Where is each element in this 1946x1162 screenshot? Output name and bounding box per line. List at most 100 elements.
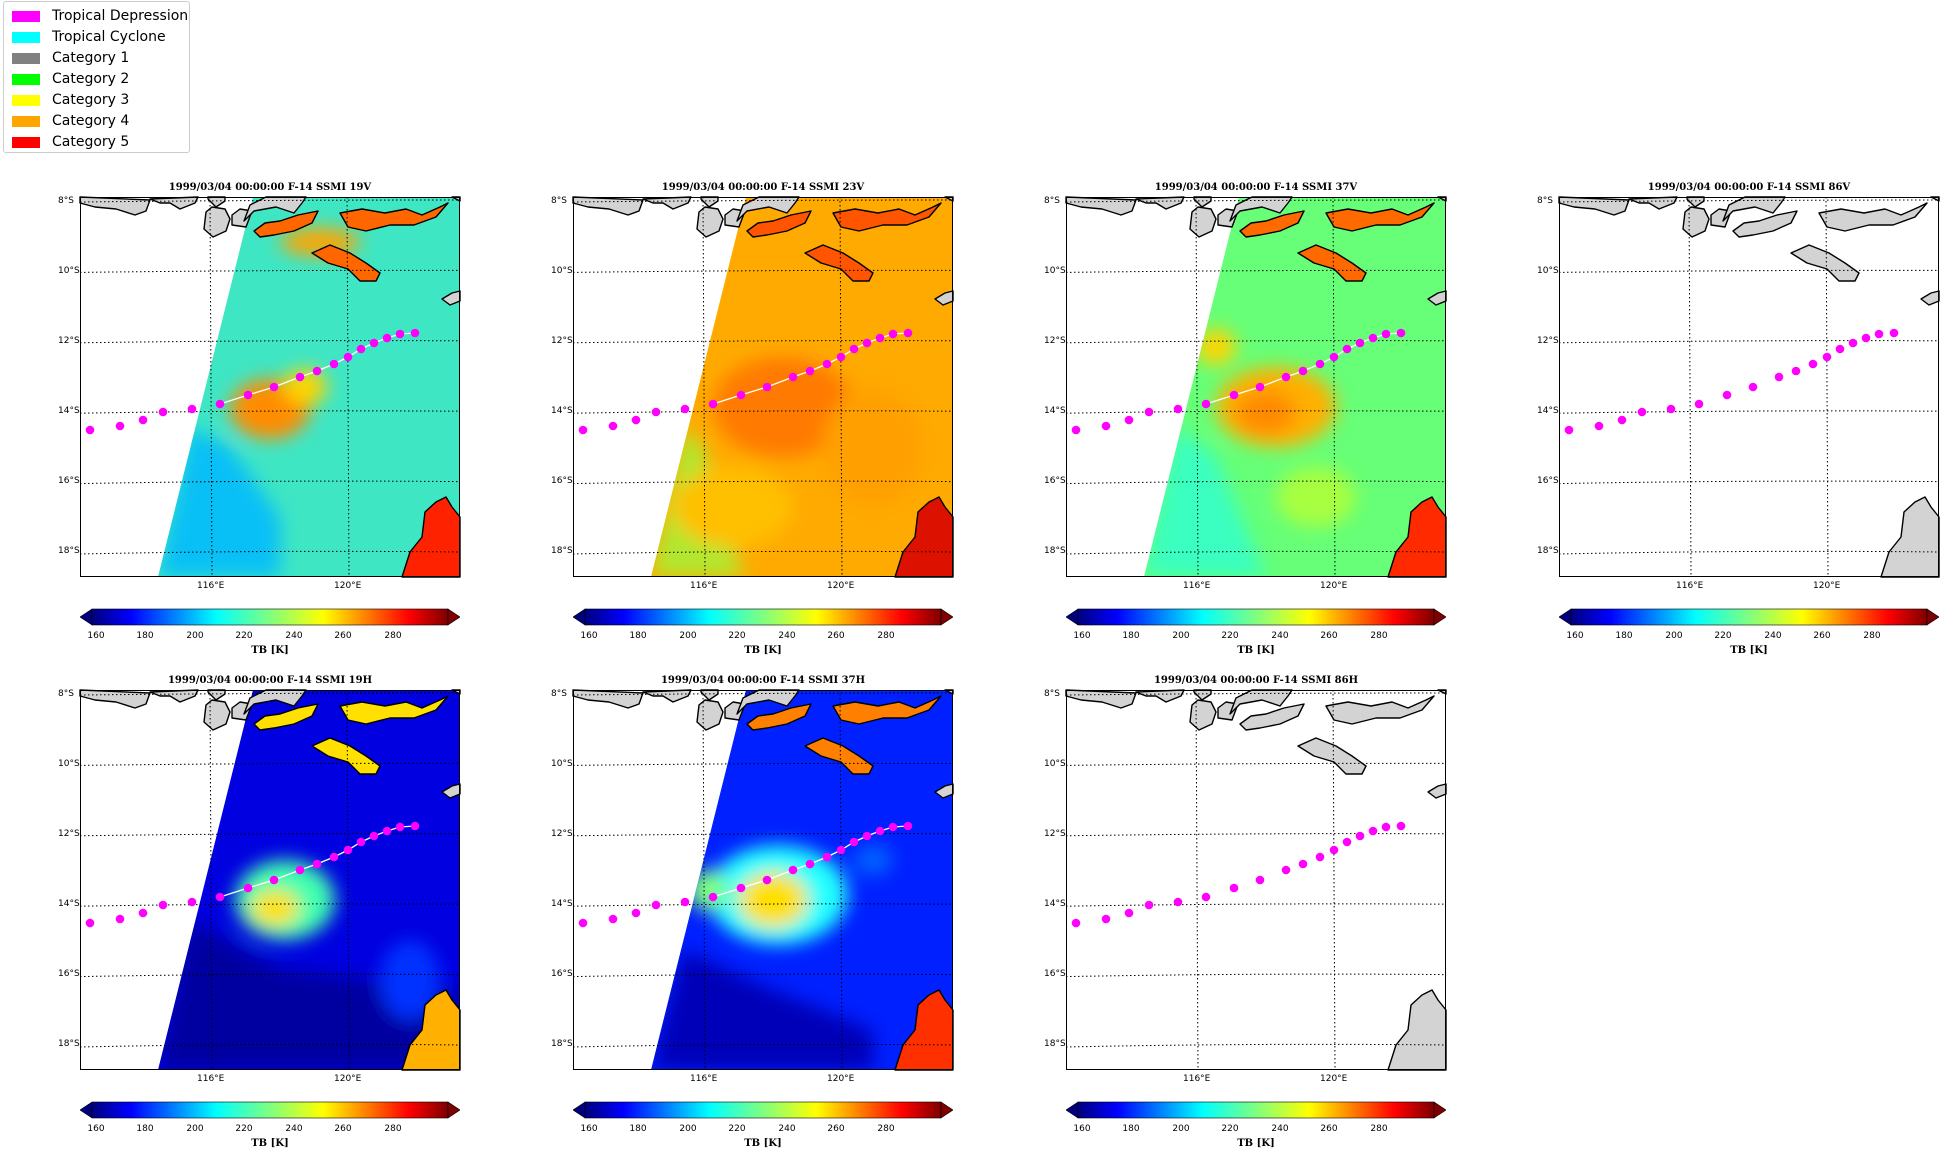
track-point: [805, 366, 815, 376]
parallel-line: [572, 1043, 954, 1048]
graticule: [1065, 196, 1447, 578]
colorbar-min-extend: [79, 1101, 93, 1119]
land-polygon: [1297, 737, 1367, 775]
latitude-label: 8°S: [58, 689, 74, 699]
track-point: [1381, 329, 1391, 339]
latitude-label: 10°S: [58, 759, 80, 769]
colorbar-tick-label: 260: [1320, 631, 1338, 641]
latitude-label: 14°S: [551, 406, 573, 416]
panel-title: 1999/03/04 00:00:00 F-14 SSMI 86H: [1153, 675, 1359, 686]
land-polygon: [832, 695, 942, 725]
legend-swatch: [12, 136, 40, 148]
land-polygon: [339, 695, 449, 725]
latitude-label: 16°S: [1044, 969, 1066, 979]
colorbar-tick-label: 220: [235, 1124, 253, 1134]
land-polygon: [243, 689, 307, 715]
map-panel: [79, 689, 461, 1071]
land-polygon: [804, 244, 874, 282]
meridian-line: [1195, 196, 1199, 578]
coastline-layer: [1558, 196, 1940, 578]
latitude-label: 14°S: [551, 899, 573, 909]
colorbar-svg: [79, 608, 461, 626]
colorbar-gradient: [584, 608, 942, 626]
colorbar-tick-label: 260: [334, 1124, 352, 1134]
legend-item-tropical-cyclone: Tropical Cyclone: [12, 27, 166, 47]
colorbar-tick-label: 280: [384, 631, 402, 641]
parallel-line: [1065, 903, 1447, 907]
parallel-line: [1065, 692, 1447, 696]
latitude-label: 12°S: [551, 829, 573, 839]
legend-item-category-2: Category 2: [12, 69, 129, 89]
parallel-line: [79, 550, 461, 555]
track-point: [1342, 837, 1352, 847]
colorbar-label: TB [K]: [744, 1138, 782, 1149]
colorbar-svg: [79, 1101, 461, 1119]
track-point: [1201, 399, 1211, 409]
graticule: [572, 689, 954, 1071]
colorbar-tick-label: 240: [778, 631, 796, 641]
parallel-line: [572, 973, 954, 978]
land-polygon: [253, 210, 319, 238]
track-point: [1229, 390, 1239, 400]
colorbar-tick-label: 240: [1271, 1124, 1289, 1134]
colorbar-tick-label: 280: [877, 631, 895, 641]
track-point: [1355, 338, 1365, 348]
coastline-layer: [1065, 196, 1447, 578]
colorbar-min-extend: [1065, 1101, 1079, 1119]
parallel-line: [1065, 762, 1447, 766]
latitude-label: 18°S: [1537, 546, 1559, 556]
tb-region: [651, 950, 873, 1070]
meridian-line: [702, 196, 706, 578]
latitude-label: 16°S: [1044, 476, 1066, 486]
parallel-line: [572, 762, 954, 766]
latitude-label: 10°S: [1537, 266, 1559, 276]
storm-track: [578, 328, 913, 435]
track-point: [836, 845, 846, 855]
track-point: [243, 883, 253, 893]
track-point: [395, 822, 405, 832]
colorbar: 160 180 200 220 240 260 280 TB [K]: [572, 608, 954, 656]
parallel-line: [79, 973, 461, 978]
map-svg: [572, 689, 954, 1071]
parallel-line: [79, 480, 461, 485]
parallel-line: [79, 692, 461, 696]
latitude-label: 12°S: [1044, 336, 1066, 346]
storm-track: [1071, 821, 1406, 928]
tb-region: [158, 920, 460, 1070]
track-point: [1874, 329, 1884, 339]
colorbar-min-extend: [79, 608, 93, 626]
track-point: [1255, 382, 1265, 392]
tb-anomaly: [1276, 467, 1356, 527]
legend-label: Tropical Cyclone: [52, 29, 166, 45]
track-point: [85, 918, 95, 928]
legend-item-category-1: Category 1: [12, 48, 129, 68]
land-polygon: [736, 689, 800, 715]
latitude-label: 8°S: [551, 689, 567, 699]
track-point: [903, 821, 913, 831]
latitude-label: 16°S: [58, 969, 80, 979]
tb-anomaly: [673, 467, 793, 547]
track-point: [875, 333, 885, 343]
track-point: [1173, 404, 1183, 414]
latitude-label: 16°S: [1537, 476, 1559, 486]
track-point: [329, 852, 339, 862]
panel-title: 1999/03/04 00:00:00 F-14 SSMI 19V: [168, 182, 372, 193]
track-point: [849, 344, 859, 354]
map-frame: [1066, 690, 1446, 1070]
map-frame: [80, 690, 460, 1070]
latitude-label: 18°S: [1044, 546, 1066, 556]
track-point: [356, 344, 366, 354]
track-point: [1848, 338, 1858, 348]
map-panel: [572, 196, 954, 578]
meridian-line: [1688, 196, 1692, 578]
track-point: [369, 831, 379, 841]
colorbar-label: TB [K]: [744, 645, 782, 656]
colorbar-tick-label: 240: [778, 1124, 796, 1134]
colorbar-tick-label: 260: [334, 631, 352, 641]
track-point: [1281, 865, 1291, 875]
colorbar-tick-label: 160: [1566, 631, 1584, 641]
meridian-line: [209, 196, 213, 578]
track-point: [158, 900, 168, 910]
track-point: [631, 908, 641, 918]
track-point: [269, 382, 279, 392]
